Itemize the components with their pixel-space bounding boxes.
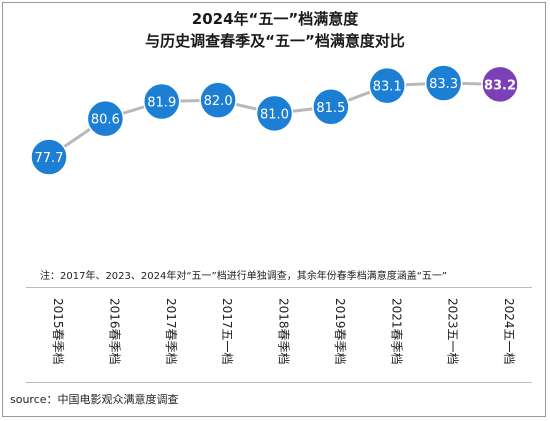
data-point xyxy=(86,99,125,138)
data-point xyxy=(312,88,350,126)
data-point xyxy=(424,64,463,102)
data-label: 81.5 xyxy=(316,101,345,116)
divider-bottom xyxy=(26,382,532,383)
data-label: 82.0 xyxy=(204,94,233,109)
data-label: 77.7 xyxy=(35,151,64,166)
data-point xyxy=(368,66,406,105)
source-text: source：中国电影观众满意度调查 xyxy=(10,393,179,406)
data-label: 81.0 xyxy=(260,107,289,122)
x-tick-label: 2016春季档 xyxy=(107,298,121,365)
x-tick-label: 2017春季档 xyxy=(164,298,178,365)
x-tick-label: 2023五一档 xyxy=(446,298,460,365)
data-label: 80.6 xyxy=(91,113,120,128)
data-label: 83.3 xyxy=(429,77,458,92)
x-tick-label: 2015春季档 xyxy=(51,298,65,365)
data-label: 81.9 xyxy=(147,96,176,111)
x-tick-label: 2021春季档 xyxy=(389,298,403,365)
chart-title: 2024年“五一”档满意度 xyxy=(191,10,359,28)
data-point xyxy=(481,65,519,104)
x-tick-label: 2017五一档 xyxy=(220,298,234,365)
divider-top xyxy=(26,287,532,288)
chart-note: 注：2017年、2023、2024年对“五一”档进行单独调查，其余年份春季档满意… xyxy=(40,271,448,282)
data-label: 83.2 xyxy=(484,78,516,93)
data-point xyxy=(255,94,294,133)
chart-subtitle: 与历史调查春季及“五一”档满意度对比 xyxy=(145,32,405,50)
data-point xyxy=(199,81,237,119)
x-tick-label: 2019春季档 xyxy=(333,298,347,365)
data-point xyxy=(30,138,68,176)
data-label: 83.1 xyxy=(373,80,402,95)
x-tick-label: 2024五一档 xyxy=(502,298,516,365)
chart-frame xyxy=(2,2,546,417)
data-point xyxy=(143,82,181,121)
x-tick-label: 2018春季档 xyxy=(277,298,291,365)
